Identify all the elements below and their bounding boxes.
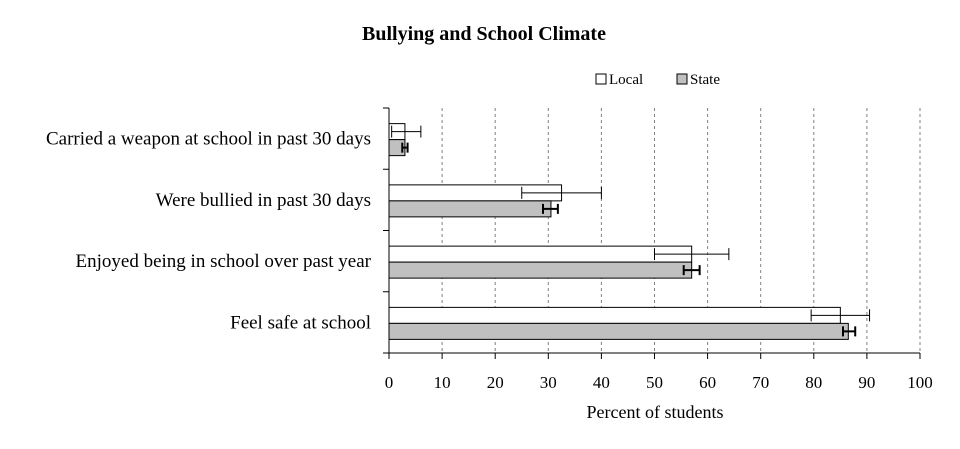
x-tick-label: 80 [805,373,822,392]
x-tick-label: 100 [907,373,933,392]
legend-label-local: Local [609,72,643,88]
x-tick-label: 10 [434,373,451,392]
bar-local [388,245,693,263]
error-bars [391,125,871,337]
legend: Local State [595,72,720,88]
category-label: Enjoyed being in school over past year [76,251,372,272]
x-tick-label: 0 [385,373,394,392]
x-tick-label: 60 [699,373,716,392]
x-tick-label: 20 [487,373,504,392]
chart-title: Bullying and School Climate [362,23,606,45]
category-label: Carried a weapon at school in past 30 da… [46,129,371,150]
x-tick-label: 70 [752,373,769,392]
category-label: Feel safe at school [230,312,371,333]
x-axis-label: Percent of students [587,402,724,422]
legend-swatch-local [595,73,607,85]
x-tick-label: 40 [593,373,610,392]
bar-state [388,261,693,279]
bar-state [388,322,849,340]
bars [388,123,849,340]
bar-state [388,200,552,218]
bar-local [388,306,841,324]
x-tick-label: 30 [540,373,557,392]
x-tick-labels: 0 10 20 30 40 50 60 70 80 90 100 [385,373,933,392]
axes [383,107,921,359]
legend-label-state: State [690,72,720,88]
legend-swatch-state [676,73,688,85]
category-labels: Carried a weapon at school in past 30 da… [46,129,372,334]
x-tick-label: 90 [858,373,875,392]
category-label: Were bullied in past 30 days [156,190,371,211]
x-tick-label: 50 [646,373,663,392]
